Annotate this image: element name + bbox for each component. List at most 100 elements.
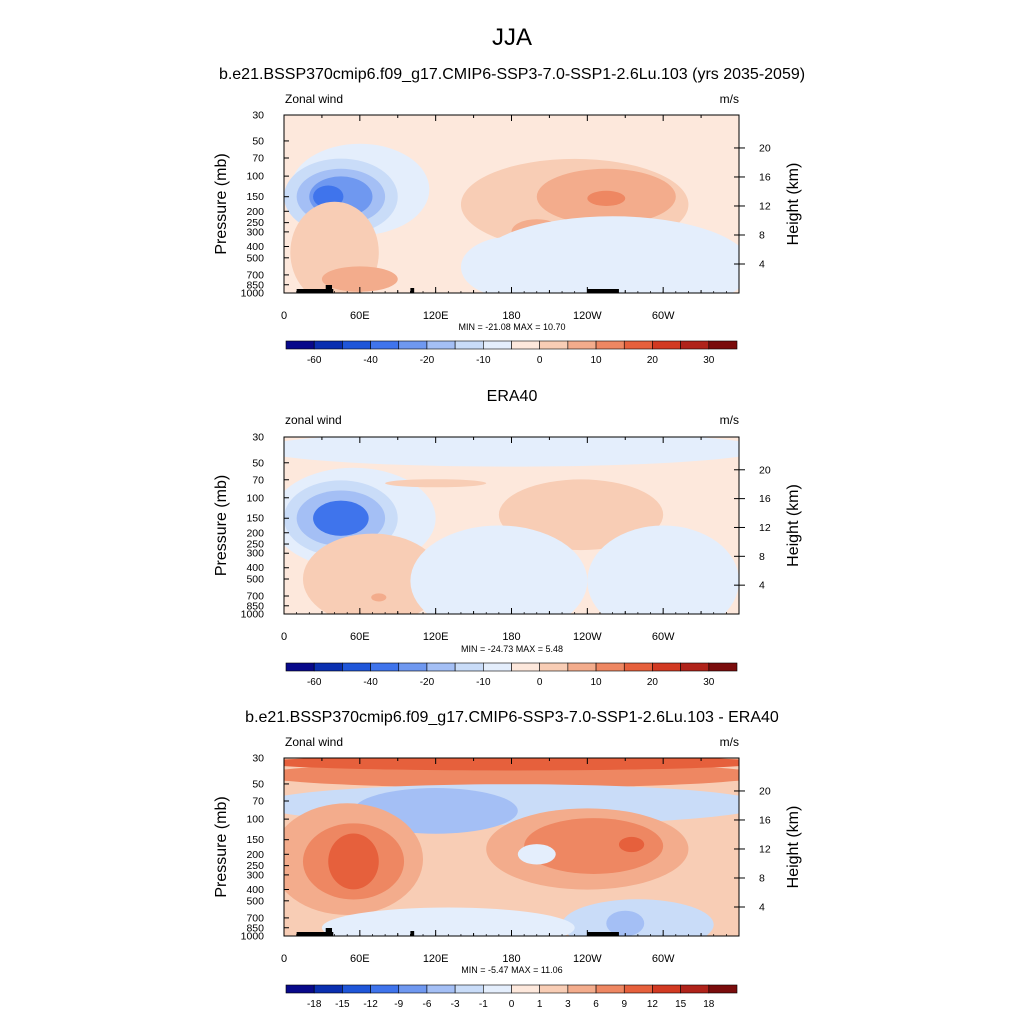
pressure-tick-label: 400: [246, 884, 264, 896]
height-tick-label: 8: [759, 551, 765, 563]
colorbar-swatch: [539, 984, 569, 994]
colorbar-swatch: [313, 984, 343, 994]
colorbar-label: -3: [451, 999, 460, 1010]
colorbar-label: 0: [537, 677, 543, 688]
lon-tick-label: 0: [281, 310, 287, 322]
height-tick-label: 12: [759, 522, 771, 534]
pressure-tick-label: 400: [246, 562, 264, 574]
colorbar-swatch: [567, 340, 597, 350]
pressure-tick-label: 200: [246, 527, 264, 539]
pressure-tick-label: 250: [246, 539, 264, 551]
pressure-tick-label: 30: [252, 753, 264, 765]
colorbar-label: -20: [420, 355, 435, 366]
colorbar-swatch: [370, 984, 400, 994]
colorbar-label: 1: [537, 999, 543, 1010]
pressure-tick-label: 850: [246, 279, 264, 291]
height-tick-label: 4: [759, 580, 765, 592]
lon-tick-label: 180: [502, 631, 520, 643]
pressure-tick-label: 1000: [241, 931, 265, 943]
colorbar-swatch: [370, 662, 400, 672]
contour-region: [410, 525, 588, 614]
colorbar-swatch: [285, 662, 315, 672]
colorbar-label: -40: [363, 355, 378, 366]
pressure-axis-label: Pressure (mb): [213, 475, 230, 576]
pressure-tick-label: 150: [246, 513, 264, 525]
lon-tick-label: 120E: [423, 310, 449, 322]
colorbar-swatch: [426, 340, 456, 350]
pressure-tick-label: 50: [252, 778, 264, 790]
colorbar-label: -1: [479, 999, 488, 1010]
contour-region: [385, 479, 487, 488]
panel-title: ERA40: [487, 388, 538, 405]
lon-tick-label: 120E: [423, 953, 449, 965]
pressure-tick-label: 70: [252, 796, 264, 808]
pressure-tick-label: 850: [246, 922, 264, 934]
colorbar-swatch: [454, 340, 484, 350]
panel-title: b.e21.BSSP370cmip6.f09_g17.CMIP6-SSP3-7.…: [219, 66, 805, 83]
height-tick-label: 16: [759, 171, 771, 183]
units-label: m/s: [720, 735, 739, 749]
contour-region: [371, 593, 387, 602]
colorbar-swatch: [680, 984, 710, 994]
height-tick-label: 16: [759, 814, 771, 826]
colorbar-label: 10: [591, 355, 603, 366]
lon-tick-label: 180: [502, 310, 520, 322]
topography-mask: [296, 932, 334, 936]
colorbar-swatch: [652, 984, 681, 994]
pressure-tick-label: 30: [252, 432, 264, 444]
colorbar-swatch: [342, 662, 371, 672]
contour-region: [517, 844, 556, 865]
contour-region: [618, 836, 645, 853]
contour-plot: 3050701001502002503004005007008501000Pre…: [213, 110, 802, 323]
colorbar-label: 30: [703, 355, 715, 366]
colorbar-label: -9: [394, 999, 403, 1010]
colorbar-label: -12: [363, 999, 378, 1010]
colorbar-swatch: [623, 340, 653, 350]
contour-region: [587, 190, 626, 206]
contour-region: [460, 236, 563, 293]
units-label: m/s: [720, 92, 739, 106]
lon-tick-label: 60W: [652, 953, 675, 965]
height-tick-label: 4: [759, 258, 765, 270]
colorbar-label: -60: [307, 355, 322, 366]
lon-tick-label: 60E: [350, 953, 370, 965]
height-tick-label: 16: [759, 493, 771, 505]
colorbar-label: 12: [647, 999, 659, 1010]
colorbar-swatch: [680, 662, 710, 672]
colorbar-swatch: [623, 662, 653, 672]
pressure-tick-label: 700: [246, 269, 264, 281]
contour-region: [313, 500, 369, 536]
colorbar-swatch: [511, 340, 540, 350]
colorbar-swatch: [567, 984, 597, 994]
lon-tick-label: 60W: [652, 310, 675, 322]
contour-plot: 3050701001502002503004005007008501000Pre…: [213, 753, 802, 966]
colorbar-swatch: [426, 662, 456, 672]
pressure-axis-label: Pressure (mb): [213, 153, 230, 254]
colorbar-label: 10: [591, 677, 603, 688]
height-tick-label: 8: [759, 872, 765, 884]
pressure-tick-label: 150: [246, 834, 264, 846]
topography-mask: [325, 285, 333, 293]
colorbar-label: -18: [307, 999, 322, 1010]
colorbar-label: 15: [675, 999, 687, 1010]
colorbar-swatch: [483, 340, 512, 350]
colorbar-label: 0: [537, 355, 543, 366]
colorbar-label: 30: [703, 677, 715, 688]
lon-tick-label: 120E: [423, 631, 449, 643]
pressure-tick-label: 500: [246, 574, 264, 586]
pressure-tick-label: 300: [246, 548, 264, 560]
colorbar-swatch: [342, 340, 371, 350]
variable-label: zonal wind: [285, 413, 342, 427]
colorbar-swatch: [595, 662, 625, 672]
colorbar: -60 -40 -20 -10 0 10 20 30: [285, 662, 738, 688]
lon-tick-label: 0: [281, 953, 287, 965]
panel-difference: b.e21.BSSP370cmip6.f09_g17.CMIP6-SSP3-7.…: [213, 709, 802, 1010]
colorbar-swatch: [567, 662, 597, 672]
colorbar-swatch: [313, 340, 343, 350]
pressure-axis-label: Pressure (mb): [213, 796, 230, 897]
pressure-tick-label: 1000: [241, 288, 265, 300]
colorbar-swatch: [313, 662, 343, 672]
colorbar-swatch: [652, 340, 681, 350]
lon-tick-label: 60E: [350, 310, 370, 322]
